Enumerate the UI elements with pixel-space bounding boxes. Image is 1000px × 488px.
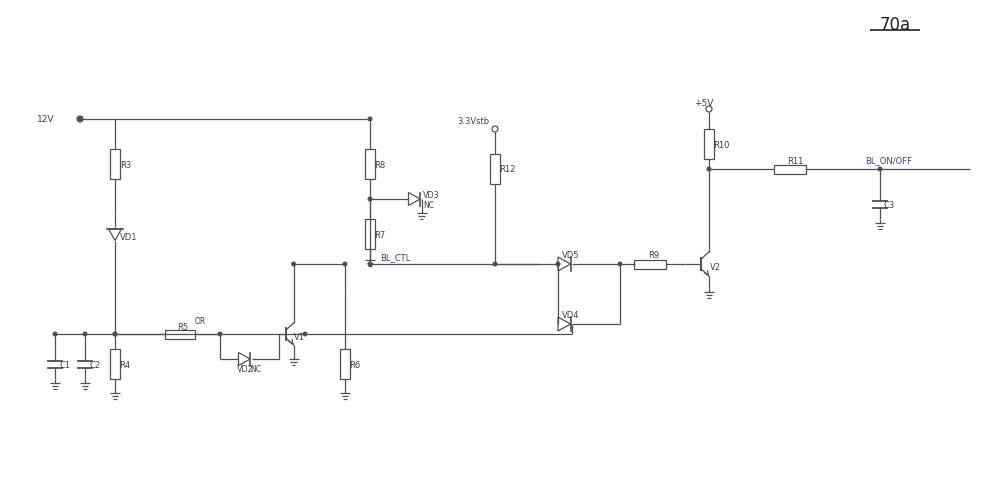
Text: R9: R9: [648, 251, 659, 260]
Text: BL_ON/OFF: BL_ON/OFF: [865, 156, 912, 165]
Text: R3: R3: [120, 160, 131, 169]
Text: R6: R6: [349, 360, 360, 369]
Bar: [365, 220, 375, 249]
Bar: [165, 330, 195, 339]
Circle shape: [493, 263, 497, 266]
Text: V2: V2: [710, 263, 721, 272]
Circle shape: [292, 263, 295, 266]
Text: C2: C2: [89, 360, 100, 369]
Bar: [110, 150, 120, 180]
Circle shape: [368, 198, 372, 202]
Text: VD3: VD3: [423, 190, 440, 199]
Text: NC: NC: [423, 200, 434, 209]
Circle shape: [78, 118, 82, 122]
Text: +5V: +5V: [694, 98, 713, 107]
Text: OR: OR: [195, 317, 206, 326]
Text: VD5: VD5: [562, 251, 580, 260]
Bar: [490, 155, 500, 184]
Text: BL_CTL: BL_CTL: [380, 253, 410, 262]
Circle shape: [368, 118, 372, 122]
Text: R10: R10: [713, 140, 729, 149]
Text: R11: R11: [787, 156, 803, 165]
Text: 3.3Vstb: 3.3Vstb: [457, 117, 489, 126]
Circle shape: [218, 332, 222, 336]
Circle shape: [707, 168, 711, 171]
Circle shape: [878, 168, 882, 171]
Text: V1: V1: [294, 333, 305, 342]
Bar: [634, 260, 666, 269]
Circle shape: [303, 332, 307, 336]
Circle shape: [83, 332, 87, 336]
Text: NC: NC: [250, 365, 261, 374]
Text: VD2: VD2: [237, 365, 254, 374]
Circle shape: [618, 263, 622, 266]
Text: R4: R4: [119, 360, 130, 369]
Text: 70a: 70a: [879, 16, 911, 34]
Bar: [365, 150, 375, 180]
Text: C3: C3: [884, 200, 895, 209]
Bar: [110, 349, 120, 379]
Text: R12: R12: [499, 165, 515, 174]
Text: 12V: 12V: [37, 115, 55, 124]
Circle shape: [113, 332, 117, 336]
Circle shape: [53, 332, 57, 336]
Text: R7: R7: [374, 230, 385, 239]
Text: R5: R5: [177, 322, 188, 331]
Bar: [774, 165, 806, 174]
Text: VD4: VD4: [562, 311, 580, 320]
Circle shape: [556, 263, 560, 266]
Bar: [704, 130, 714, 160]
Circle shape: [113, 332, 117, 336]
Circle shape: [343, 263, 347, 266]
Text: VD1: VD1: [120, 232, 138, 241]
Text: C1: C1: [59, 360, 70, 369]
Text: R8: R8: [374, 160, 385, 169]
Circle shape: [368, 263, 372, 266]
Bar: [340, 349, 350, 379]
